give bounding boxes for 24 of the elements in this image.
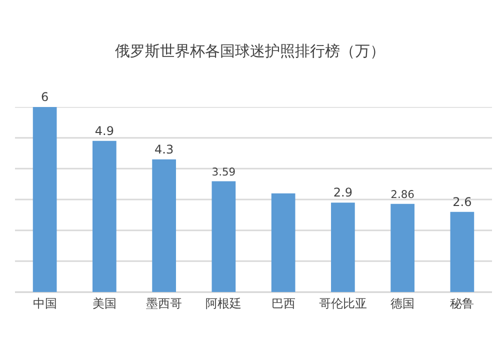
- x-tick-label: 巴西: [271, 296, 296, 310]
- x-tick-label: 德国: [390, 296, 415, 310]
- bar: [32, 107, 57, 292]
- data-label: 2.9: [333, 186, 352, 200]
- data-label: 2.86: [390, 188, 415, 202]
- data-label: 2.6: [452, 194, 472, 209]
- bar: [212, 181, 236, 292]
- x-tick-label: 秘鲁: [450, 296, 474, 310]
- bar: [271, 193, 296, 292]
- bar: [450, 212, 474, 292]
- x-tick-label: 中国: [32, 296, 57, 310]
- x-tick-label: 哥伦比亚: [318, 296, 367, 310]
- x-tick-label: 美国: [92, 296, 116, 310]
- data-label: 6: [40, 90, 49, 104]
- bar: [92, 140, 116, 292]
- bar: [331, 202, 355, 292]
- bar: [152, 159, 176, 292]
- data-label: 4.9: [94, 124, 114, 138]
- data-label: 3.59: [212, 166, 236, 179]
- bar: [390, 204, 414, 292]
- data-label: 4.3: [154, 142, 174, 156]
- chart-title: 俄罗斯世界杯各国球迷护照排行榜（万）: [115, 42, 385, 60]
- x-tick-label: 墨西哥: [146, 296, 182, 310]
- x-tick-label: 阿根廷: [206, 296, 242, 310]
